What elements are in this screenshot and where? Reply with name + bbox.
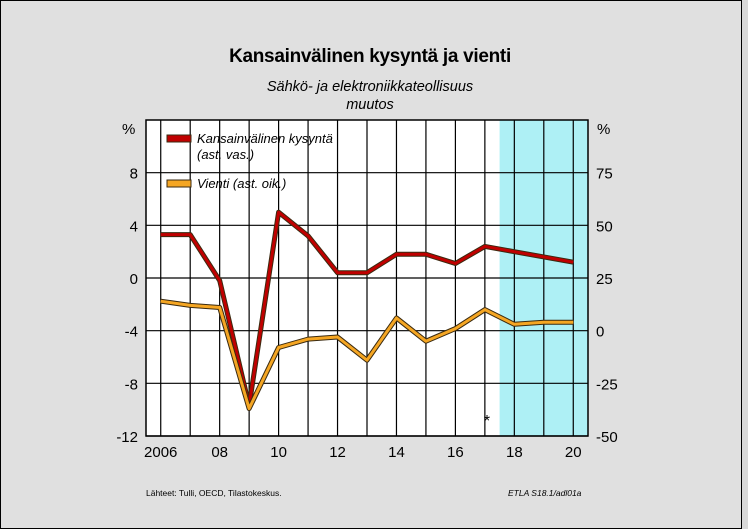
- x-tick-label: 18: [506, 444, 523, 461]
- chart-subtitle-unit: muutos: [346, 97, 394, 113]
- y-left-tick-label: -4: [125, 324, 138, 341]
- forecast-marker: *: [484, 413, 490, 430]
- x-tick-label: 16: [447, 444, 464, 461]
- y-left-tick-label: 8: [130, 166, 138, 183]
- chart-subtitle: Sähkö- ja elektroniikkateollisuus: [266, 79, 474, 95]
- chart-code: ETLA S18.1/adl01a: [508, 488, 582, 498]
- y-right-tick-label: 0: [596, 324, 604, 341]
- chart-title: Kansainvälinen kysyntä ja vienti: [229, 46, 511, 67]
- y-left-tick-label: 0: [130, 271, 138, 288]
- y-right-unit: %: [597, 121, 610, 138]
- y-right-tick-label: 75: [596, 166, 613, 183]
- y-left-tick-label: -8: [125, 376, 138, 393]
- y-right-tick-label: -25: [596, 376, 618, 393]
- x-tick-label: 20: [565, 444, 582, 461]
- legend-label: Kansainvälinen kysyntä (ast. vas.): [197, 131, 333, 162]
- legend-swatch: [166, 134, 192, 143]
- x-tick-label: 08: [211, 444, 228, 461]
- y-left-unit: %: [122, 121, 135, 138]
- x-tick-label: 12: [329, 444, 346, 461]
- y-left-tick-label: -12: [116, 429, 138, 446]
- x-tick-label: 10: [270, 444, 287, 461]
- legend-label: Vienti (ast. oik.): [197, 176, 286, 191]
- x-tick-label: 14: [388, 444, 405, 461]
- legend-swatch: [166, 179, 192, 188]
- source-note: Lähteet: Tulli, OECD, Tilastokeskus.: [146, 488, 282, 498]
- y-left-tick-label: 4: [130, 218, 138, 235]
- x-tick-label: 2006: [144, 444, 177, 461]
- y-right-tick-label: 50: [596, 218, 613, 235]
- plot-border: [145, 119, 589, 437]
- y-right-tick-label: 25: [596, 271, 613, 288]
- y-right-tick-label: -50: [596, 429, 618, 446]
